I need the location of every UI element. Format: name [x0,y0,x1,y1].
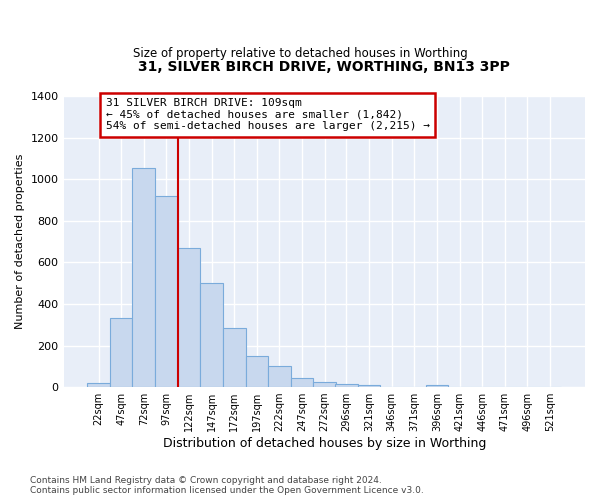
Bar [178,248,200,387]
Title: 31, SILVER BIRCH DRIVE, WORTHING, BN13 3PP: 31, SILVER BIRCH DRIVE, WORTHING, BN13 3… [139,60,510,74]
Bar [133,168,155,387]
Text: Contains HM Land Registry data © Crown copyright and database right 2024.
Contai: Contains HM Land Registry data © Crown c… [30,476,424,495]
Bar [155,196,178,387]
Text: Size of property relative to detached houses in Worthing: Size of property relative to detached ho… [133,48,467,60]
Bar [425,385,448,387]
Bar [313,382,336,387]
X-axis label: Distribution of detached houses by size in Worthing: Distribution of detached houses by size … [163,437,486,450]
Bar [200,283,223,387]
Bar [245,356,268,387]
Bar [110,318,133,387]
Bar [335,384,358,387]
Y-axis label: Number of detached properties: Number of detached properties [15,154,25,329]
Bar [87,383,110,387]
Bar [358,385,380,387]
Text: 31 SILVER BIRCH DRIVE: 109sqm
← 45% of detached houses are smaller (1,842)
54% o: 31 SILVER BIRCH DRIVE: 109sqm ← 45% of d… [106,98,430,132]
Bar [223,328,245,387]
Bar [268,366,291,387]
Bar [291,378,313,387]
